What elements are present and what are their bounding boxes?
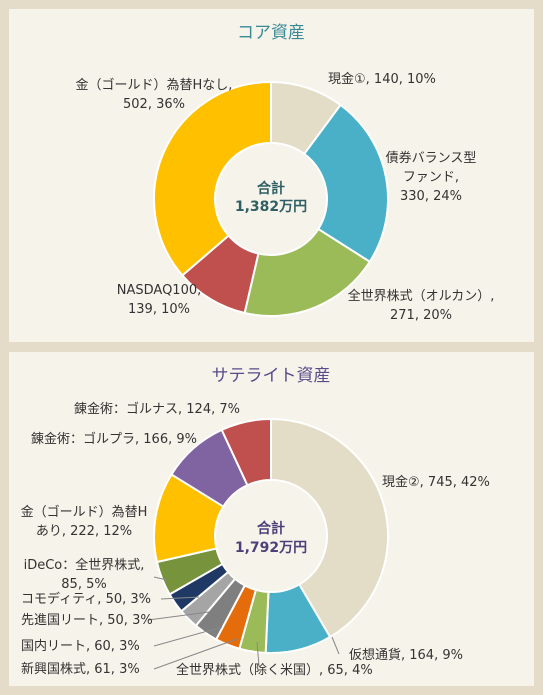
leader-line [331, 636, 340, 655]
slice-label: 全世界株式（除く米国）, 65, 4% [176, 662, 373, 678]
core-assets-panel: コア資産 現金①, 140, 10% 債券バランス型ファンド, 330, 24% 全世… [9, 9, 534, 342]
slice-label-line: 502, 36% [123, 97, 185, 112]
slice-label-line: 現金②, 745, 42% [382, 474, 490, 490]
chart-title: コア資産 [237, 23, 305, 43]
donut-slice [270, 417, 389, 639]
slice-label-line: 国内リート, 60, 3% [21, 638, 140, 654]
total-label: 合計 [257, 180, 285, 197]
slice-label-line: 錬金術：ゴルプラ, 166, 9% [31, 431, 197, 447]
slice-label-line: 先進国リート, 50, 3% [21, 613, 153, 628]
leader-line [153, 576, 168, 581]
slice-label-line: コモディティ, 50, 3% [21, 591, 151, 607]
slice-label-line: iDeCo：全世界株式, [24, 557, 145, 573]
slice-label-line: 金（ゴールド）為替Hなし, [76, 77, 233, 93]
slice-label-line: 85, 5% [61, 577, 106, 592]
slice-label-line: 全世界株式（オルカン）, [348, 288, 495, 304]
slice-label: 錬金術：ゴルプラ, 166, 9% [31, 431, 197, 447]
slice-label: NASDAQ100, 139, 10% [117, 283, 202, 317]
leader-line [160, 596, 200, 600]
total-value: 1,382万円 [235, 199, 307, 215]
slice-label-line: 全世界株式（除く米国）, 65, 4% [176, 662, 373, 678]
slice-label-line: 債券バランス型 [386, 150, 477, 166]
leader-line [153, 626, 223, 647]
slice-label: 現金②, 745, 42% [382, 474, 490, 490]
slice-label-line: 錬金術：ゴルナス, 124, 7% [74, 401, 240, 417]
slice-label: 金（ゴールド）為替H あり, 222, 12% [21, 504, 148, 539]
slice-label: コモディティ, 50, 3% [21, 591, 151, 607]
satellite-assets-donut-chart: サテライト資産 現金②, 745, 42% 仮想通貨, 164, 9%全世界株式（… [21, 366, 490, 678]
slice-label-line: 330, 24% [400, 189, 462, 204]
total-value: 1,792万円 [235, 540, 307, 556]
slice-label-line: 仮想通貨, 164, 9% [349, 647, 463, 663]
slice-label: 国内リート, 60, 3% [21, 638, 140, 654]
slice-label: 債券バランス型ファンド, 330, 24% [386, 150, 477, 204]
slice-label-line: 139, 10% [128, 302, 190, 317]
slice-label-line: 新興国株式, 61, 3% [21, 661, 140, 677]
leader-line [256, 641, 260, 667]
slice-label: 現金①, 140, 10% [328, 71, 436, 87]
chart-title: サテライト資産 [212, 366, 331, 386]
slice-label: 金（ゴールド）為替Hなし, 502, 36% [76, 77, 233, 112]
satellite-assets-panel: サテライト資産 現金②, 745, 42% 仮想通貨, 164, 9% 全世界株式（… [9, 352, 534, 686]
slice-label: 仮想通貨, 164, 9% [349, 647, 463, 663]
slice-label: 錬金術：ゴルナス, 124, 7% [74, 401, 240, 417]
slice-label-line: 現金①, 140, 10% [328, 71, 436, 87]
slice-label: 全世界株式（オルカン）, 271, 20% [348, 288, 495, 323]
leader-line [147, 611, 210, 621]
total-label: 合計 [257, 520, 285, 537]
slice-label: 先進国リート, 50, 3% [21, 613, 153, 628]
slice-label: 新興国株式, 61, 3% [21, 661, 140, 677]
leader-line [153, 638, 238, 670]
slice-label-line: 金（ゴールド）為替H [21, 504, 148, 520]
slice-label-line: 271, 20% [390, 308, 452, 323]
core-assets-donut-chart: コア資産 現金①, 140, 10% 債券バランス型ファンド, 330, 24% 全世… [76, 23, 495, 323]
donut-slice [153, 80, 272, 277]
slice-label-line: ファンド, [403, 170, 459, 185]
slice-label-line: NASDAQ100, [117, 283, 202, 298]
slice-label-line: あり, 222, 12% [36, 524, 132, 539]
donut-slice [302, 103, 389, 264]
donut-slice [220, 417, 272, 487]
slice-label: iDeCo：全世界株式, 85, 5% [24, 557, 145, 592]
